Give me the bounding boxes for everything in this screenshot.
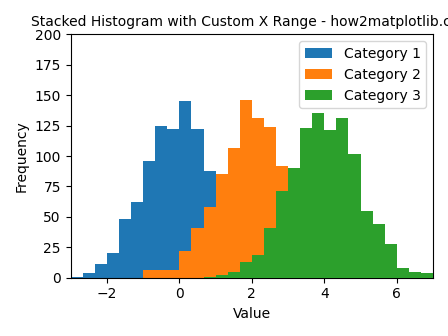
- Bar: [203, 207, 215, 278]
- Title: Stacked Histogram with Custom X Range - how2matplotlib.com: Stacked Histogram with Custom X Range - …: [31, 15, 448, 29]
- Bar: [83, 273, 95, 278]
- Bar: [119, 219, 131, 278]
- Bar: [179, 101, 191, 278]
- Bar: [288, 185, 300, 278]
- Bar: [191, 129, 203, 278]
- X-axis label: Value: Value: [233, 307, 271, 321]
- Bar: [240, 244, 252, 278]
- Bar: [179, 251, 191, 278]
- Bar: [312, 277, 324, 278]
- Bar: [300, 223, 312, 278]
- Bar: [264, 228, 276, 278]
- Bar: [167, 270, 179, 278]
- Bar: [203, 171, 215, 278]
- Bar: [143, 161, 155, 278]
- Bar: [288, 168, 300, 278]
- Bar: [228, 222, 240, 278]
- Bar: [228, 148, 240, 278]
- Bar: [95, 264, 107, 278]
- Bar: [155, 126, 167, 278]
- Bar: [228, 271, 240, 278]
- Bar: [288, 277, 300, 278]
- Bar: [71, 277, 83, 278]
- Bar: [131, 202, 143, 278]
- Bar: [252, 261, 264, 278]
- Bar: [361, 275, 373, 278]
- Bar: [167, 129, 179, 278]
- Bar: [312, 247, 324, 278]
- Bar: [252, 118, 264, 278]
- Bar: [336, 118, 349, 278]
- Bar: [191, 228, 203, 278]
- Bar: [264, 127, 276, 278]
- Legend: Category 1, Category 2, Category 3: Category 1, Category 2, Category 3: [299, 41, 426, 108]
- Bar: [264, 269, 276, 278]
- Bar: [336, 268, 349, 278]
- Bar: [385, 244, 397, 278]
- Y-axis label: Frequency: Frequency: [15, 120, 29, 192]
- Bar: [300, 128, 312, 278]
- Bar: [312, 114, 324, 278]
- Bar: [397, 268, 409, 278]
- Bar: [276, 277, 288, 278]
- Bar: [361, 211, 373, 278]
- Bar: [203, 277, 215, 278]
- Bar: [215, 174, 228, 278]
- Bar: [373, 224, 385, 278]
- Bar: [324, 130, 336, 278]
- Bar: [276, 166, 288, 278]
- Bar: [409, 271, 421, 278]
- Bar: [276, 191, 288, 278]
- Bar: [155, 270, 167, 278]
- Bar: [143, 270, 155, 278]
- Bar: [215, 275, 228, 278]
- Bar: [252, 255, 264, 278]
- Bar: [240, 262, 252, 278]
- Bar: [349, 154, 361, 278]
- Bar: [215, 208, 228, 278]
- Bar: [324, 253, 336, 278]
- Bar: [421, 273, 433, 278]
- Bar: [240, 100, 252, 278]
- Bar: [107, 253, 119, 278]
